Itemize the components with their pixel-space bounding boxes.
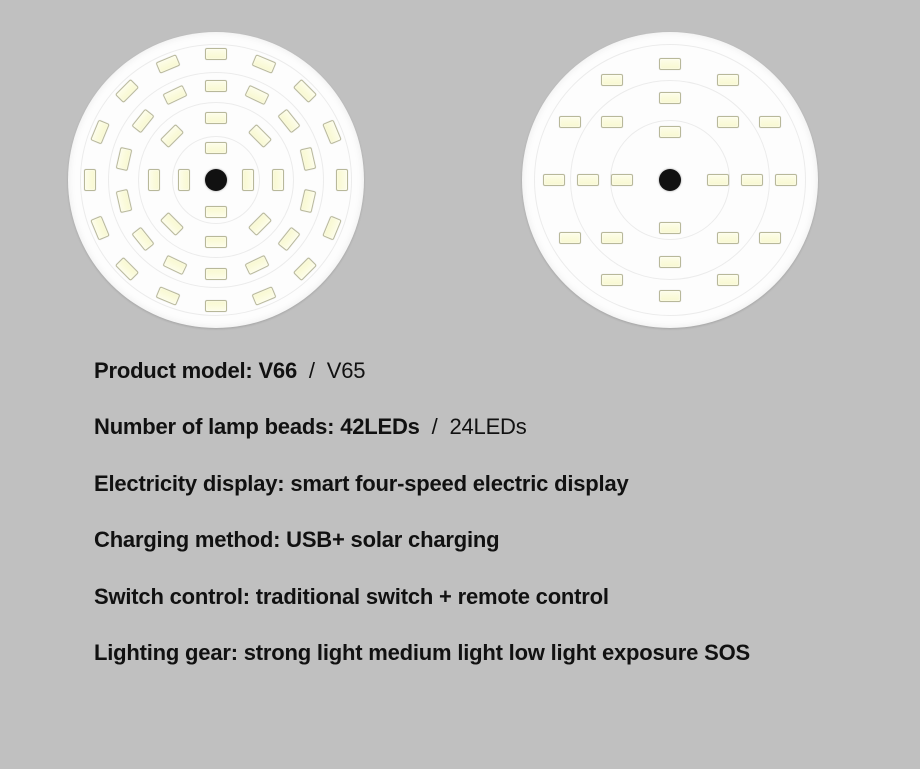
spec-list: Product model: V66 / V65 Number of lamp … [94, 358, 854, 696]
spec-beads-main: Number of lamp beads: 42LEDs [94, 414, 420, 439]
led-disc-v65 [522, 32, 818, 328]
led-chip [775, 174, 797, 186]
led-chip [659, 290, 681, 302]
led-chip [601, 74, 623, 86]
led-chip [205, 300, 227, 312]
spec-beads-alt: 24LEDs [449, 414, 526, 439]
spec-model-main: Product model: V66 [94, 358, 297, 383]
led-chip [242, 169, 254, 191]
led-chip [659, 256, 681, 268]
led-chip [601, 274, 623, 286]
led-chip [601, 116, 623, 128]
spec-model-alt: V65 [327, 358, 366, 383]
led-chip [741, 174, 763, 186]
led-chip [659, 222, 681, 234]
led-chip [205, 236, 227, 248]
led-chip [659, 126, 681, 138]
led-chip [205, 112, 227, 124]
led-chip [205, 206, 227, 218]
spec-gear: Lighting gear: strong light medium light… [94, 640, 854, 666]
led-chip [559, 116, 581, 128]
led-chip [148, 169, 160, 191]
led-chip [84, 169, 96, 191]
led-chip [336, 169, 348, 191]
led-chip [205, 80, 227, 92]
led-chip [659, 92, 681, 104]
slash: / [309, 358, 315, 383]
led-chip [577, 174, 599, 186]
spec-charging: Charging method: USB+ solar charging [94, 527, 854, 553]
spec-electricity: Electricity display: smart four-speed el… [94, 471, 854, 497]
led-chip [205, 268, 227, 280]
led-chip [759, 232, 781, 244]
led-chip [611, 174, 633, 186]
spec-switch: Switch control: traditional switch + rem… [94, 584, 854, 610]
led-chip [659, 58, 681, 70]
led-disc-v66 [68, 32, 364, 328]
led-chip [601, 232, 623, 244]
led-chip [717, 232, 739, 244]
led-chip [205, 142, 227, 154]
spec-beads: Number of lamp beads: 42LEDs / 24LEDs [94, 414, 854, 440]
led-chip [178, 169, 190, 191]
led-chip [272, 169, 284, 191]
spec-model: Product model: V66 / V65 [94, 358, 854, 384]
slash: / [432, 414, 438, 439]
led-diagrams-row [0, 32, 920, 332]
led-chip [543, 174, 565, 186]
led-chip [559, 232, 581, 244]
led-chip [707, 174, 729, 186]
led-chip [717, 74, 739, 86]
led-chip [205, 48, 227, 60]
led-chip [759, 116, 781, 128]
led-chip [717, 274, 739, 286]
led-chip [717, 116, 739, 128]
